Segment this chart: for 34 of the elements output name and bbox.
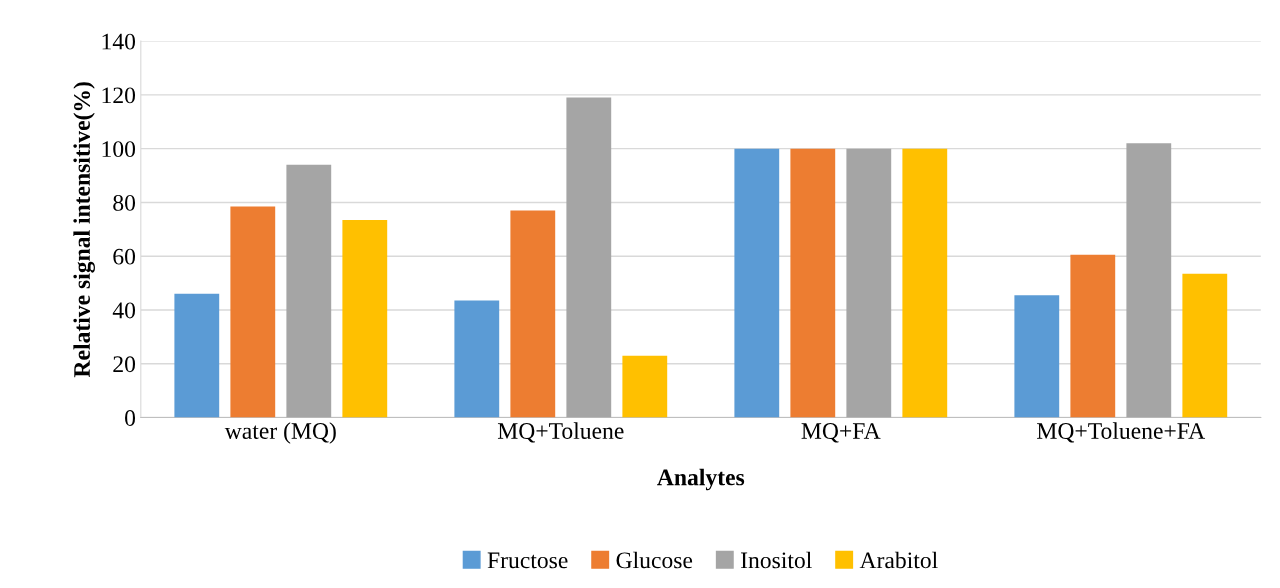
bar [1126,143,1172,418]
x-tick-label: MQ+Toluene+FA [1037,422,1206,443]
y-tick-label: 80 [113,194,136,211]
bar [790,148,836,418]
y-tick-label: 140 [102,33,136,50]
bar [454,300,500,418]
bar [566,97,612,418]
legend-label: Inositol [741,551,812,569]
x-tick-label: MQ+Toluene [497,422,624,443]
x-tick-label: water (MQ) [224,422,336,444]
bar [1182,273,1228,418]
bar [1014,295,1060,418]
legend-label: Glucose [616,551,693,569]
y-axis-title: Relative signal intensitive(%) [73,82,95,378]
bar [174,293,220,418]
y-tick-label: 20 [113,356,136,373]
bar [286,164,332,418]
x-axis-title: Analytes [657,468,745,491]
legend-label: Fructose [487,552,568,569]
bar [510,210,556,418]
y-tick-label: 0 [125,409,136,426]
y-tick-label: 40 [112,302,136,319]
bar [846,148,892,418]
y-tick-label: 100 [102,141,136,158]
x-tick-label: MQ+FA [801,423,881,443]
legend-label: Arabitol [859,551,938,569]
bar [342,219,388,418]
y-tick-label: 120 [102,87,136,104]
bar [734,148,780,418]
bar [230,206,276,418]
bar [1070,254,1116,418]
bar [622,355,668,418]
bar [902,148,948,418]
y-tick-label: 60 [113,248,136,265]
